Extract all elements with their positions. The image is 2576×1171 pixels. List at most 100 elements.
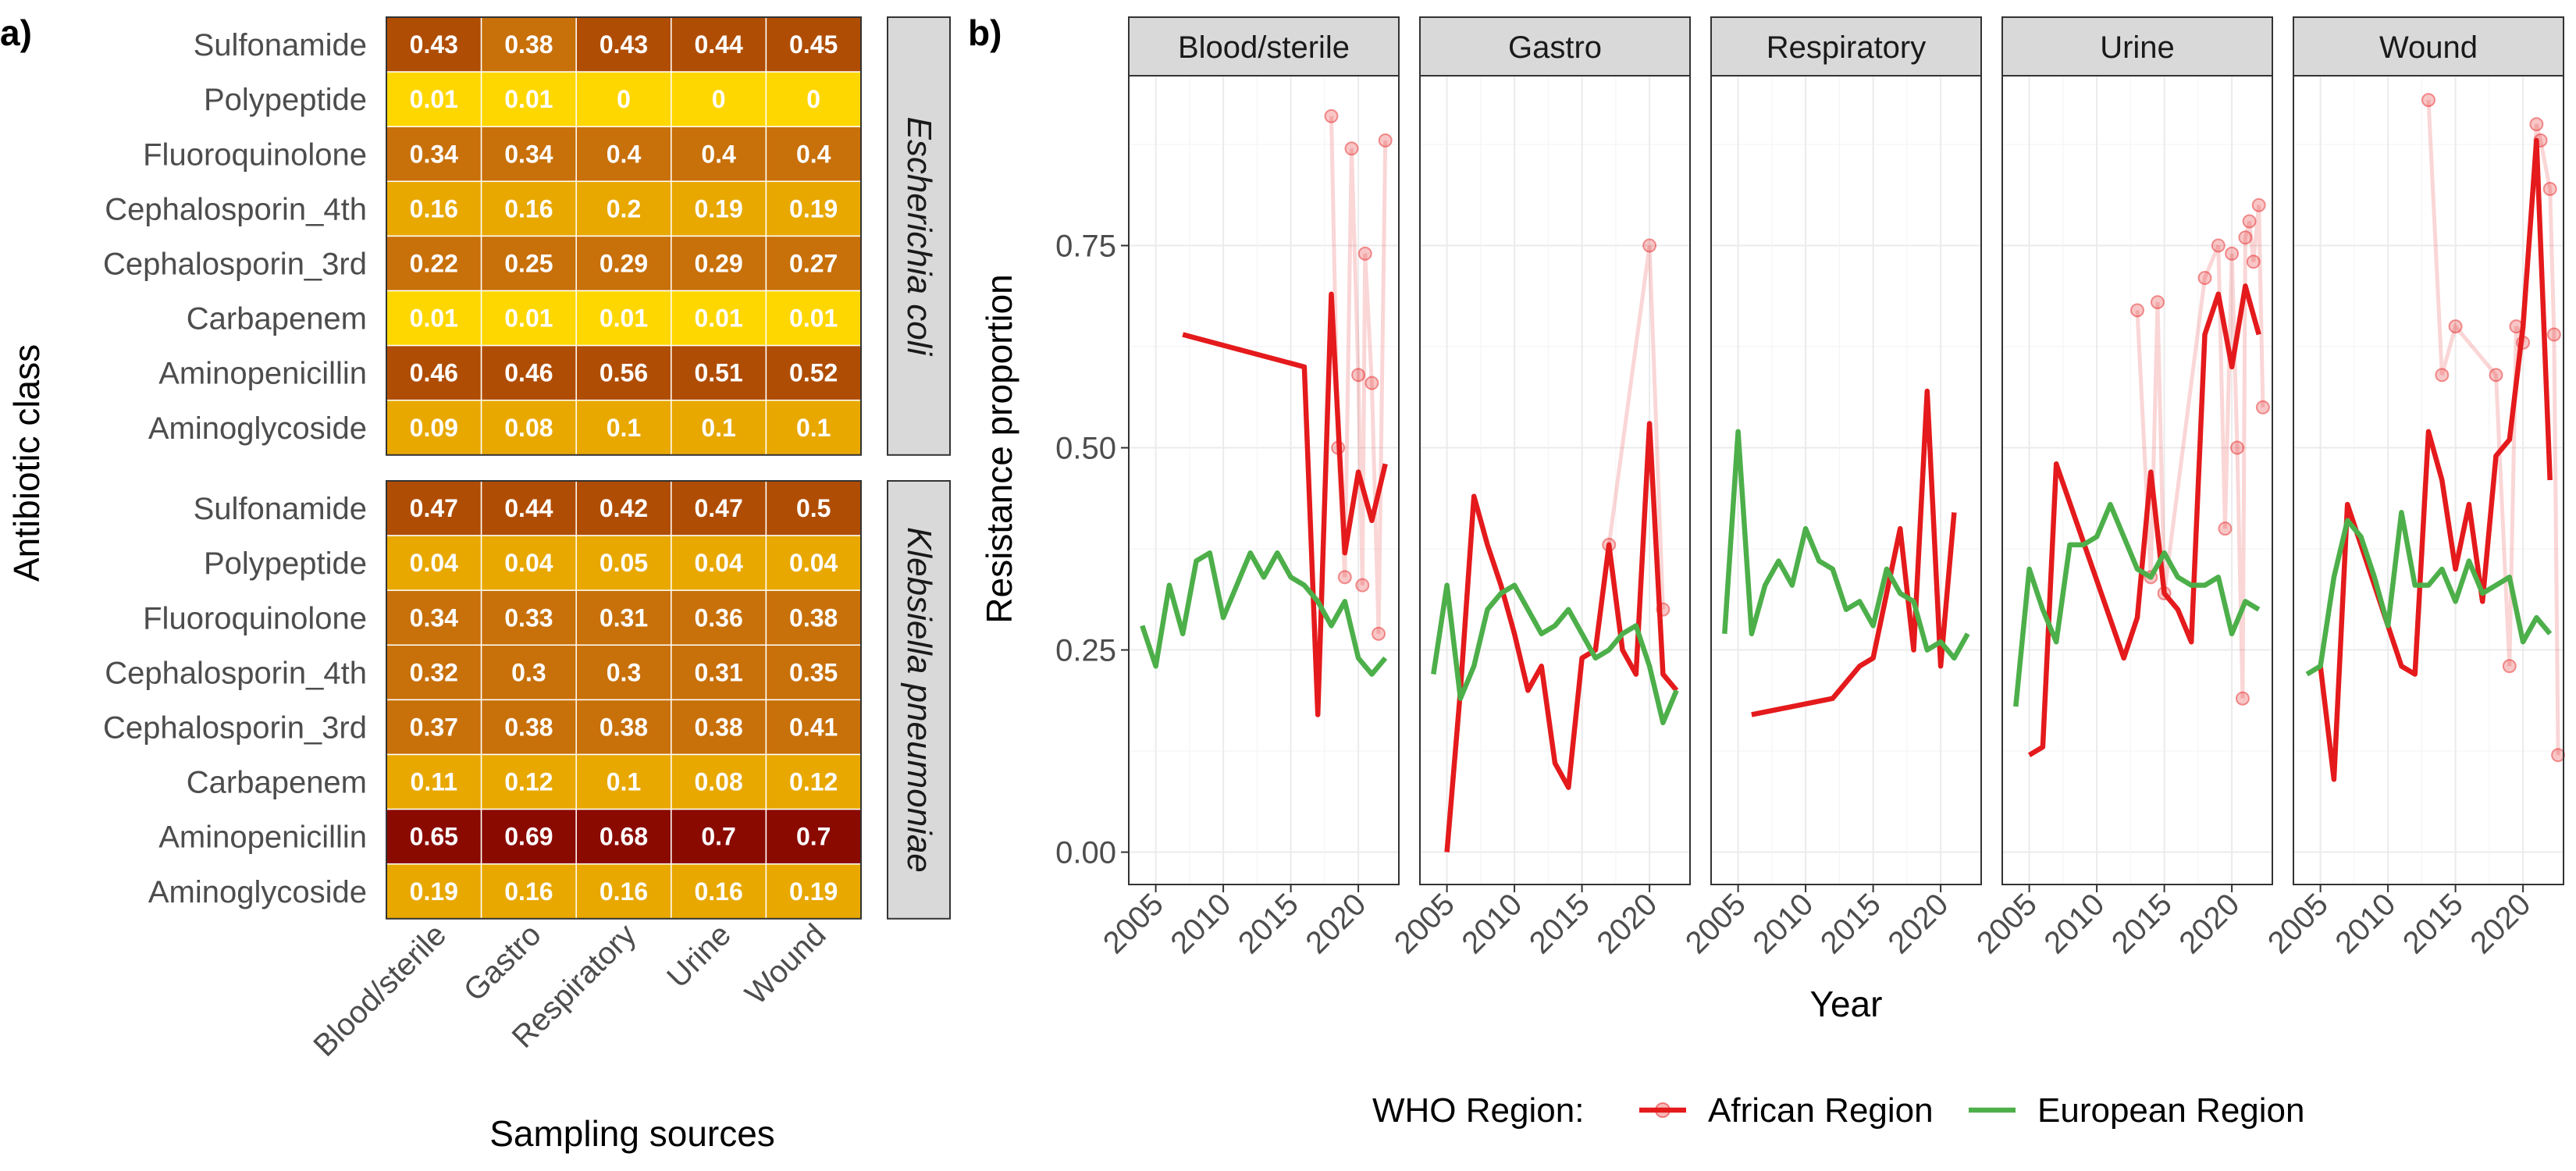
heatmap-cell-label: 0.3: [511, 658, 546, 686]
heatmap-cell-label: 0.25: [504, 249, 553, 277]
facet-strip-label: Urine: [2100, 30, 2175, 65]
heatmap-cell-label: 0.41: [789, 713, 838, 741]
heatmap-y-axis-title: Antibiotic class: [6, 344, 47, 582]
heatmap-x-tick-label: Gastro: [457, 917, 548, 1008]
faded-country-point: [1642, 238, 1657, 253]
heatmap-cell-label: 0.12: [504, 768, 553, 796]
line-x-tick-label: 2010: [1455, 887, 1528, 960]
heatmap-cell-label: 0.11: [411, 768, 458, 796]
plot-background: [1129, 76, 1399, 884]
heatmap-y-tick-label: Polypeptide: [204, 546, 367, 581]
series-line: [1182, 291, 1388, 717]
heatmap-cell-label: 0.34: [410, 140, 458, 168]
faded-country-line: [1606, 245, 1665, 610]
line-y-tick-label: 0.00: [1055, 836, 1116, 870]
line-y-tick-label: 0.75: [1055, 230, 1116, 264]
heatmap-cell: [480, 126, 577, 183]
heatmap-y-tick-label: Aminoglycoside: [148, 411, 367, 446]
heatmap-cell: [480, 535, 577, 591]
heatmap-cell-label: 0.04: [504, 549, 553, 577]
line-x-tick-label: 2005: [1097, 887, 1170, 960]
faded-country-point: [1324, 109, 1339, 123]
heatmap-cell: [765, 399, 862, 456]
heatmap-cell-label: 0.7: [796, 823, 831, 851]
heatmap-cell: [765, 699, 862, 756]
heatmap-cell-label: 0.38: [600, 713, 648, 741]
heatmap-cell-label: 0.01: [504, 85, 553, 113]
faded-country-point: [2150, 295, 2165, 310]
heatmap-cell-label: 0.19: [789, 877, 838, 906]
heatmap-y-tick-label: Cephalosporin_4th: [105, 656, 367, 690]
facet-strip: [2293, 16, 2564, 77]
line-x-tick-label: 2005: [1970, 887, 2044, 960]
faded-country-point: [2489, 368, 2503, 383]
heatmap-cell-label: 0.16: [600, 877, 648, 906]
facet-strip: [1419, 16, 1691, 77]
heatmap-cell-label: 0.01: [410, 85, 458, 113]
line-x-tick-label: 2015: [1523, 887, 1596, 960]
heatmap-cell-label: 0.04: [789, 549, 838, 577]
facet-strip-label: Klebsiella pneumoniae: [900, 527, 938, 873]
heatmap-facet-1: 0.43 0.38 0.43 0.44 0.45 0.01 0.01 0 0 0 0.34 0.34 0…: [386, 16, 951, 456]
faded-country-point: [2551, 748, 2566, 763]
heatmap-cell-label: 0.44: [504, 494, 553, 522]
heatmap-cell: [386, 753, 482, 810]
heatmap-cell-label: 0.44: [694, 30, 742, 59]
line-x-tick-label: 2005: [1679, 887, 1752, 960]
line-x-tick-label: 2010: [1746, 887, 1820, 960]
line-x-axis-title: Year: [1810, 984, 1883, 1024]
heatmap-panel-border: [386, 16, 862, 456]
grid-lines: [1129, 76, 1399, 884]
line-x-tick-label: 2015: [1814, 887, 1888, 960]
heatmap-cell-label: 0.46: [504, 359, 553, 387]
heatmap-cell-label: 0.43: [410, 30, 458, 59]
faded-country-point: [2421, 93, 2435, 108]
panel-label-a: a): [0, 12, 32, 53]
heatmap-cell-label: 0.1: [607, 768, 641, 796]
faded-country-point: [1378, 133, 1393, 148]
faded-country-point: [2130, 303, 2144, 318]
heatmap-y-tick-label: Sulfonamide: [194, 492, 367, 526]
heatmap-cell-label: 0.38: [694, 713, 742, 741]
heatmap-cell-label: 0.37: [410, 713, 458, 741]
heatmap-y-tick-label: Aminopenicillin: [158, 357, 367, 391]
heatmap-cell: [480, 863, 577, 920]
line-panel: b) 0.000.250.500.75 Blood/sterile2005201…: [968, 12, 2566, 1130]
faded-country-point: [2542, 182, 2557, 197]
faded-country-point: [1357, 246, 1372, 261]
heatmap-cell-label: 0.31: [600, 603, 648, 632]
series-line: [1431, 582, 1679, 726]
heatmap-cell-label: 0.47: [410, 494, 458, 522]
faded-country-point: [1351, 368, 1366, 383]
heatmap-cell-label: 0.01: [410, 304, 458, 333]
line-x-tick-label: 2015: [2105, 887, 2179, 960]
heatmap-cell-label: 0.04: [410, 549, 458, 577]
heatmap-cell-label: 0.4: [701, 140, 736, 168]
heatmap-cell-label: 0.38: [789, 603, 838, 632]
heatmap-cell-label: 0.4: [607, 140, 642, 168]
heatmap-cell-label: 0.16: [410, 194, 458, 222]
heatmap-cell-label: 0.1: [796, 414, 831, 442]
heatmap-cell-label: 0.12: [789, 768, 838, 796]
series-line: [1722, 429, 1970, 661]
heatmap-cell: [671, 535, 767, 591]
heatmap-y-tick-label: Cephalosporin_4th: [105, 192, 367, 226]
line-x-tick-label: 2005: [1388, 887, 1461, 960]
line-x-tick-label: 2015: [1232, 887, 1305, 960]
legend-title: WHO Region:: [1372, 1091, 1584, 1130]
heatmap-cell-label: 0.42: [600, 494, 648, 522]
faded-country-point: [1355, 578, 1370, 593]
heatmap-cell-label: 0.47: [694, 494, 742, 522]
heatmap-cell-label: 0.1: [607, 414, 641, 442]
faded-country-point: [1344, 141, 1359, 156]
faded-country-line: [2135, 205, 2265, 699]
heatmap-cell-label: 0.35: [789, 658, 838, 686]
heatmap-panel-border: [386, 480, 862, 920]
heatmap-cell-label: 0.65: [410, 823, 458, 851]
faded-country-point: [2246, 254, 2261, 269]
faded-country-point: [1372, 626, 1386, 641]
heatmap-cell: [765, 235, 862, 292]
